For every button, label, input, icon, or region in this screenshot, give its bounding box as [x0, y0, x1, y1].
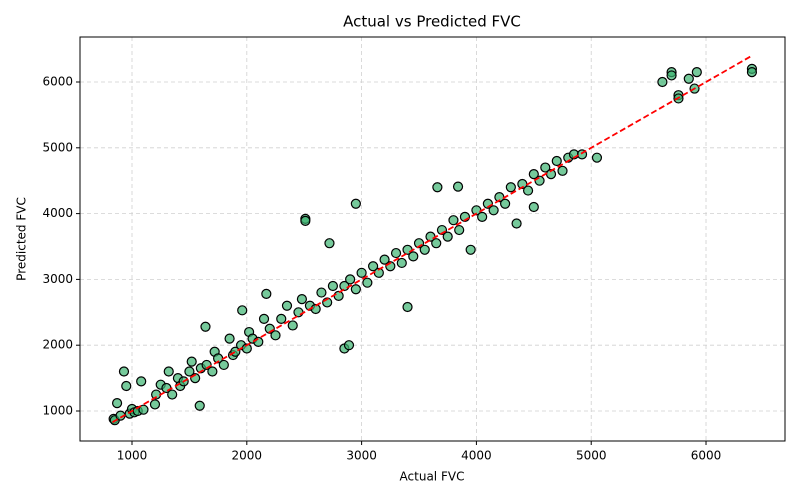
- point: [300, 215, 311, 226]
- point: [477, 211, 488, 222]
- point: [511, 218, 522, 229]
- y-tick-label: 6000: [42, 75, 73, 89]
- point: [350, 284, 361, 295]
- point: [396, 257, 407, 269]
- point: [356, 267, 367, 278]
- point: [207, 366, 218, 377]
- point: [194, 400, 205, 411]
- y-tick-label: 2000: [42, 338, 73, 352]
- point: [296, 294, 308, 305]
- point: [657, 76, 668, 88]
- point: [448, 215, 459, 226]
- point: [200, 321, 211, 332]
- point: [167, 389, 178, 400]
- point: [327, 280, 339, 292]
- point: [367, 261, 379, 272]
- point: [324, 238, 335, 249]
- x-axis-label: Actual FVC: [400, 470, 465, 484]
- point: [402, 301, 413, 313]
- point: [184, 366, 195, 377]
- point: [557, 165, 568, 176]
- point: [390, 247, 402, 259]
- point: [261, 288, 272, 299]
- point: [136, 376, 147, 387]
- point: [691, 67, 702, 78]
- point: [270, 330, 281, 341]
- point: [350, 198, 361, 209]
- y-axis-label: Predicted FVC: [15, 197, 29, 281]
- point: [408, 251, 419, 262]
- point: [316, 287, 327, 298]
- point: [419, 244, 430, 255]
- point: [528, 169, 539, 180]
- point: [224, 333, 235, 344]
- y-tick-label: 5000: [42, 140, 73, 154]
- point: [431, 238, 442, 249]
- x-tick-label: 5000: [576, 449, 607, 463]
- point: [528, 201, 539, 213]
- point: [505, 182, 516, 193]
- point: [343, 340, 355, 351]
- point: [540, 162, 551, 173]
- point: [118, 366, 130, 377]
- y-tick-label: 3000: [42, 272, 73, 286]
- point: [465, 244, 476, 255]
- point: [287, 320, 298, 331]
- x-tick-label: 3000: [346, 449, 377, 463]
- x-tick-label: 6000: [691, 449, 722, 463]
- point: [591, 152, 603, 163]
- point: [218, 359, 229, 371]
- point: [293, 307, 304, 318]
- point: [379, 254, 390, 265]
- point: [522, 185, 534, 196]
- point: [276, 313, 287, 324]
- point: [454, 224, 465, 236]
- point: [452, 181, 464, 192]
- point: [333, 290, 344, 301]
- point: [666, 70, 677, 81]
- point: [258, 313, 270, 324]
- point: [186, 356, 197, 367]
- x-tick-label: 2000: [232, 449, 263, 463]
- point: [683, 73, 694, 84]
- point: [281, 300, 293, 311]
- point: [500, 198, 511, 209]
- point: [534, 175, 545, 186]
- point: [163, 366, 174, 377]
- point: [121, 380, 132, 392]
- y-tick-label: 1000: [42, 403, 73, 417]
- point: [138, 404, 149, 415]
- point: [488, 205, 499, 216]
- chart-title: Actual vs Predicted FVC: [343, 13, 521, 31]
- point: [746, 67, 758, 78]
- reference-line: [112, 54, 753, 423]
- x-tick-label: 4000: [461, 449, 492, 463]
- point: [149, 399, 161, 410]
- point: [362, 277, 373, 288]
- plot-frame: [79, 36, 786, 442]
- point: [432, 182, 443, 193]
- x-tick-label: 1000: [117, 449, 148, 463]
- point: [237, 305, 248, 316]
- point: [111, 398, 123, 409]
- point: [442, 231, 453, 242]
- point: [345, 274, 356, 285]
- point: [551, 155, 562, 167]
- y-tick-label: 4000: [42, 206, 73, 220]
